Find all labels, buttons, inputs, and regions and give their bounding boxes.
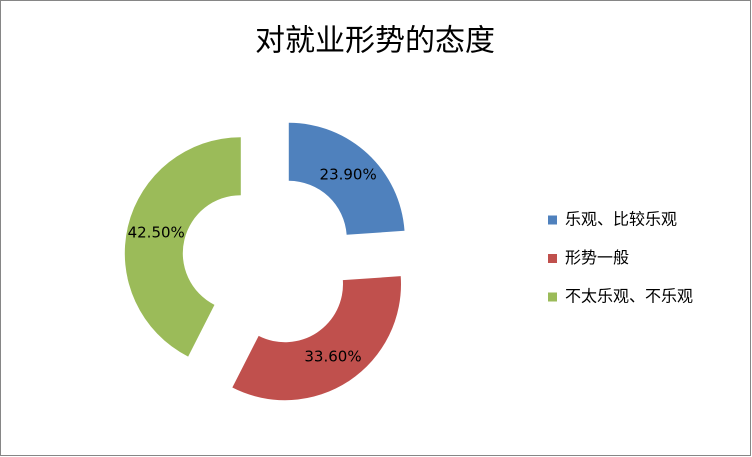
data-label: 33.60% [304, 347, 361, 365]
doughnut-segment [288, 122, 405, 235]
doughnut-segment [124, 137, 241, 357]
legend-label: 乐观、比较乐观 [565, 210, 677, 229]
legend-swatch [548, 292, 557, 302]
legend-swatch [548, 215, 557, 225]
data-label: 23.90% [320, 166, 377, 184]
data-label: 42.50% [128, 223, 185, 241]
doughnut-segment [232, 276, 401, 401]
legend-swatch [548, 254, 557, 263]
legend-label: 不太乐观、不乐观 [565, 287, 693, 306]
chart-title: 对就业形势的态度 [255, 24, 495, 59]
legend-label: 形势一般 [565, 248, 629, 267]
